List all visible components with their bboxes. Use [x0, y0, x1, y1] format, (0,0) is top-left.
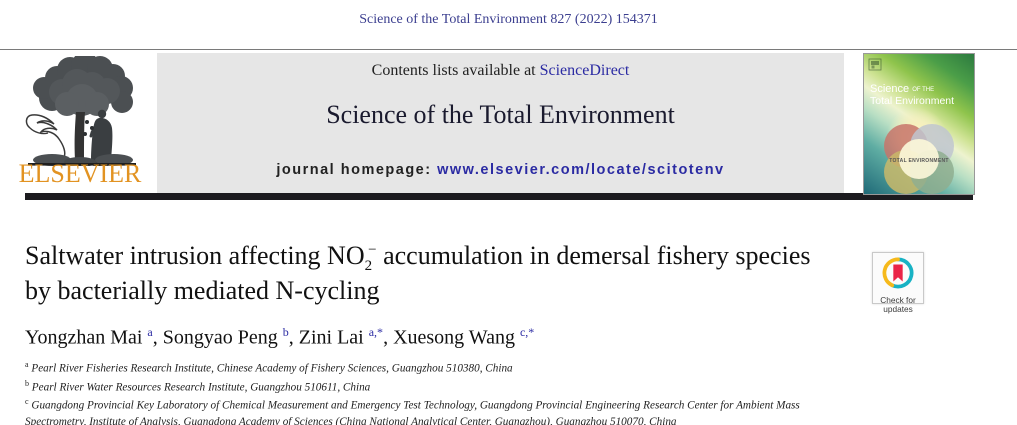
- svg-text:TOTAL ENVIRONMENT: TOTAL ENVIRONMENT: [889, 158, 949, 164]
